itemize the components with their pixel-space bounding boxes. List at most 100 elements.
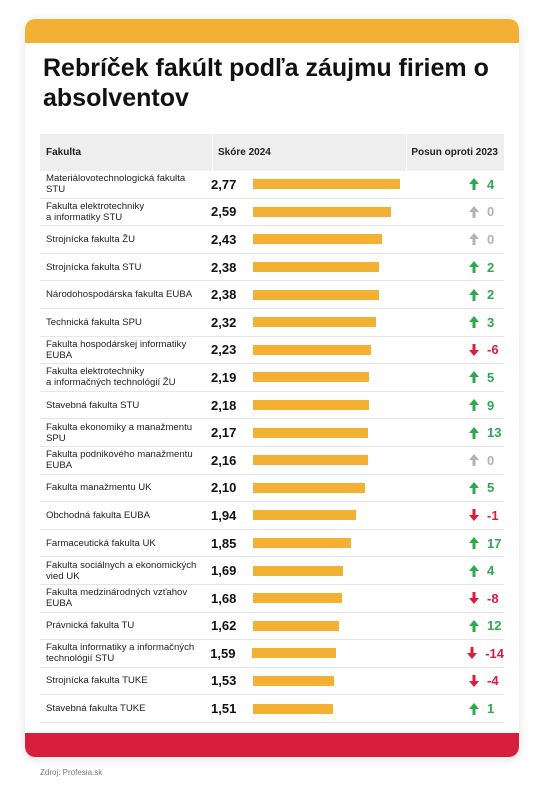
score-bar	[253, 620, 340, 631]
score-label: 1,51	[211, 701, 237, 717]
change-value: -6	[487, 342, 499, 358]
score-bar	[253, 565, 343, 576]
faculty-label: Fakulta medzinárodných vzťahov EUBA	[46, 587, 188, 610]
change-value: 3	[487, 314, 495, 330]
change-value: -8	[487, 590, 499, 606]
faculty-label: Technická fakulta SPU	[46, 316, 142, 328]
bar-track	[253, 427, 407, 438]
bar-track	[253, 317, 407, 328]
faculty-label: Fakulta informatiky a informačných techn…	[46, 642, 195, 665]
header-score: Skóre 2024	[212, 134, 406, 171]
change-cell: -1	[407, 508, 504, 523]
change-cell: -6	[407, 342, 504, 357]
score-bar	[253, 482, 365, 493]
faculty-label: Fakulta elektrotechniky a informatiky ST…	[46, 200, 145, 223]
change-value: 4	[487, 176, 495, 192]
faculty-label: Fakulta podnikového manažmentu EUBA	[46, 449, 193, 472]
bar-track	[253, 234, 407, 245]
faculty-label: Strojnícka fakulta ŽU	[46, 233, 136, 245]
table-header: Fakulta Skóre 2024 Posun oproti 2023	[40, 134, 504, 171]
change-value: 12	[487, 618, 502, 634]
score-bar	[253, 675, 335, 686]
table-row: Fakulta sociálnych a ekonomických vied U…	[40, 557, 504, 585]
bar-track	[253, 206, 407, 217]
score-label: 2,23	[211, 342, 237, 358]
faculty-label: Fakulta ekonomiky a manažmentu SPU	[46, 421, 193, 444]
table-row: Právnická fakulta TU 1,62 12	[40, 613, 504, 641]
faculty-label: Stavebná fakulta STU	[46, 399, 140, 411]
source-note: Zdroj: Profesia.sk	[40, 768, 103, 777]
bar-track	[253, 262, 407, 273]
arrow-up-icon	[469, 481, 479, 494]
change-cell: 5	[407, 480, 504, 495]
change-cell: 17	[407, 536, 504, 551]
score-label: 1,59	[210, 645, 236, 661]
bar-track	[253, 289, 407, 300]
table-row: Materiálovotechnologická fakulta STU 2,77…	[40, 171, 504, 199]
table-row: Fakulta elektrotechniky a informačných t…	[40, 364, 504, 392]
bar-track	[253, 482, 407, 493]
score-label: 2,10	[211, 480, 237, 496]
table-row: Obchodná fakulta EUBA 1,94 -1	[40, 502, 504, 530]
change-cell: 2	[407, 260, 504, 275]
bottom-accent-band	[25, 733, 519, 757]
arrow-up-icon	[469, 399, 479, 412]
bar-track	[253, 372, 407, 383]
change-value: 1	[487, 701, 495, 717]
change-value: 2	[487, 259, 495, 275]
score-label: 1,62	[211, 618, 237, 634]
score-bar	[253, 455, 368, 466]
score-bar	[253, 262, 380, 273]
table-row: Farmaceutická fakulta UK 1,85 17	[40, 530, 504, 558]
table-row: Fakulta manažmentu UK 2,10 5	[40, 475, 504, 503]
arrow-up-icon	[469, 261, 479, 274]
faculty-label: Právnická fakulta TU	[46, 620, 135, 632]
change-value: -4	[487, 673, 499, 689]
bar-track	[253, 593, 407, 604]
arrow-up-icon	[469, 454, 479, 467]
arrow-up-icon	[469, 537, 479, 550]
chart-title: Rebríček fakúlt podľa záujmu firiem o ab…	[43, 54, 489, 112]
change-cell: 13	[407, 425, 504, 440]
table-row: Fakulta medzinárodných vzťahov EUBA 1,68 -…	[40, 585, 504, 613]
change-cell: 3	[407, 315, 504, 330]
arrow-up-icon	[469, 371, 479, 384]
change-value: 0	[487, 204, 495, 220]
bar-track	[253, 620, 407, 631]
score-bar	[253, 400, 369, 411]
change-cell: 4	[407, 177, 504, 192]
table-row: Fakulta elektrotechniky a informatiky ST…	[40, 199, 504, 227]
table-row: Stavebná fakulta STU 2,18 9	[40, 392, 504, 420]
table-row: Strojnícka fakulta STU 2,38 2	[40, 254, 504, 282]
arrow-down-icon	[469, 592, 479, 605]
score-label: 2,16	[211, 452, 237, 468]
table-row: Fakulta ekonomiky a manažmentu SPU 2,17 13	[40, 419, 504, 447]
faculty-label: Strojnícka fakulta TUKE	[46, 675, 148, 687]
score-bar	[253, 427, 369, 438]
score-label: 1,85	[211, 535, 237, 551]
change-value: 5	[487, 369, 495, 385]
faculty-label: Stavebná fakulta TUKE	[46, 703, 146, 715]
score-label: 1,68	[211, 590, 237, 606]
change-value: -1	[487, 507, 499, 523]
score-label: 2,38	[211, 259, 237, 275]
score-label: 2,43	[211, 231, 237, 247]
change-cell: -8	[407, 591, 504, 606]
table-row: Fakulta podnikového manažmentu EUBA 2,16 0	[40, 447, 504, 475]
arrow-up-icon	[469, 702, 479, 715]
faculty-label: Farmaceutická fakulta UK	[46, 537, 156, 549]
faculty-label: Obchodná fakulta EUBA	[46, 509, 150, 521]
faculty-label: Fakulta manažmentu UK	[46, 482, 152, 494]
arrow-down-icon	[469, 674, 479, 687]
arrow-up-icon	[469, 233, 479, 246]
arrow-down-icon	[469, 343, 479, 356]
bar-track	[253, 179, 407, 190]
change-cell: -4	[407, 673, 504, 688]
change-cell: 0	[407, 232, 504, 247]
faculty-label: Fakulta sociálnych a ekonomických vied U…	[46, 559, 197, 582]
score-bar	[253, 538, 352, 549]
top-accent-band	[25, 19, 519, 43]
header-change: Posun oproti 2023	[406, 134, 504, 171]
score-bar	[252, 648, 337, 659]
change-cell: 9	[407, 398, 504, 413]
